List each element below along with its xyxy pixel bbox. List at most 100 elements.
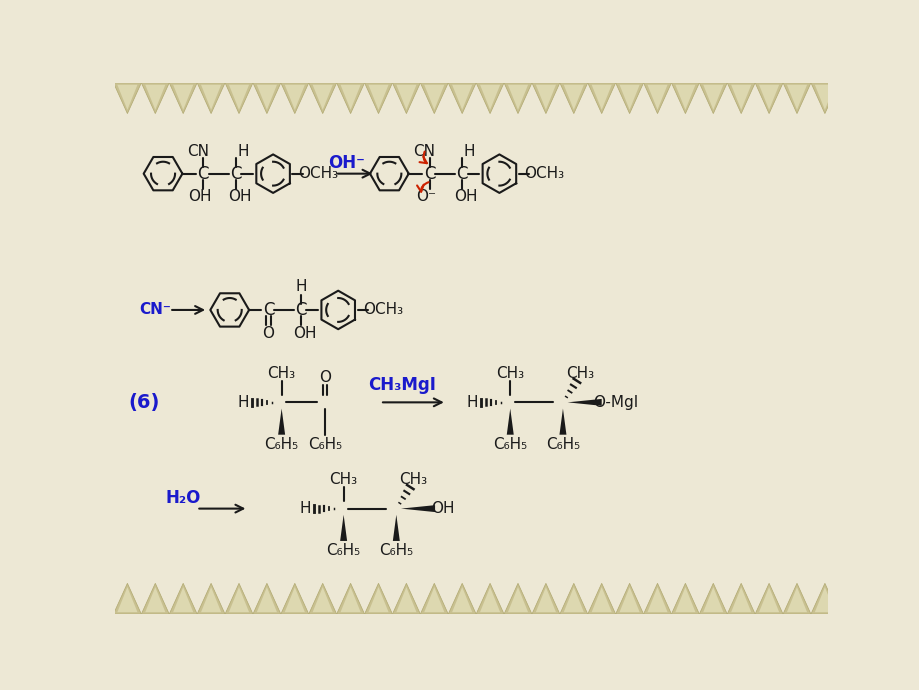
Polygon shape — [591, 85, 611, 110]
Polygon shape — [142, 83, 169, 114]
Polygon shape — [675, 587, 695, 612]
Polygon shape — [531, 583, 560, 614]
Polygon shape — [476, 583, 504, 614]
Polygon shape — [842, 85, 862, 110]
Polygon shape — [451, 587, 471, 612]
Polygon shape — [560, 583, 587, 614]
Polygon shape — [754, 83, 782, 114]
Polygon shape — [392, 515, 400, 541]
Polygon shape — [201, 85, 221, 110]
Polygon shape — [535, 587, 555, 612]
Polygon shape — [591, 587, 611, 612]
Polygon shape — [309, 83, 336, 114]
Text: C₆H₅: C₆H₅ — [326, 544, 360, 558]
Polygon shape — [396, 85, 416, 110]
Polygon shape — [731, 587, 751, 612]
Text: CN: CN — [187, 144, 209, 159]
Polygon shape — [145, 587, 165, 612]
Polygon shape — [506, 408, 513, 435]
Text: OH⁻: OH⁻ — [328, 154, 365, 172]
Polygon shape — [563, 85, 584, 110]
Polygon shape — [197, 83, 225, 114]
Polygon shape — [278, 408, 285, 435]
Polygon shape — [814, 85, 834, 110]
Polygon shape — [420, 583, 448, 614]
Polygon shape — [253, 83, 280, 114]
Polygon shape — [782, 583, 810, 614]
Polygon shape — [504, 583, 531, 614]
Text: O⁻: O⁻ — [415, 189, 436, 204]
Polygon shape — [786, 587, 806, 612]
Polygon shape — [560, 83, 587, 114]
Polygon shape — [480, 85, 500, 110]
Polygon shape — [420, 83, 448, 114]
Polygon shape — [118, 587, 137, 612]
Polygon shape — [284, 85, 304, 110]
Polygon shape — [336, 83, 364, 114]
Polygon shape — [643, 583, 671, 614]
Text: H: H — [300, 501, 311, 516]
Polygon shape — [698, 83, 726, 114]
Polygon shape — [451, 85, 471, 110]
Polygon shape — [842, 587, 862, 612]
Polygon shape — [814, 587, 834, 612]
Text: CH₃: CH₃ — [399, 472, 427, 487]
Polygon shape — [280, 83, 309, 114]
Polygon shape — [309, 583, 336, 614]
Polygon shape — [615, 83, 643, 114]
Polygon shape — [782, 83, 810, 114]
Polygon shape — [280, 583, 309, 614]
Text: OH: OH — [293, 326, 316, 341]
Polygon shape — [173, 587, 193, 612]
Polygon shape — [364, 83, 392, 114]
Polygon shape — [229, 587, 249, 612]
Polygon shape — [559, 408, 566, 435]
Text: CN: CN — [413, 144, 435, 159]
Polygon shape — [392, 83, 420, 114]
Polygon shape — [731, 85, 751, 110]
Polygon shape — [480, 587, 500, 612]
Polygon shape — [671, 583, 698, 614]
Text: C: C — [198, 165, 209, 183]
Polygon shape — [726, 583, 754, 614]
Polygon shape — [340, 85, 360, 110]
Polygon shape — [535, 85, 555, 110]
Polygon shape — [698, 583, 726, 614]
Polygon shape — [507, 85, 528, 110]
Polygon shape — [284, 587, 304, 612]
Text: C: C — [295, 301, 306, 319]
Polygon shape — [507, 587, 528, 612]
Polygon shape — [563, 587, 584, 612]
Polygon shape — [256, 587, 277, 612]
Polygon shape — [142, 583, 169, 614]
Text: OH: OH — [188, 189, 211, 204]
Text: O: O — [262, 326, 274, 341]
Text: H: H — [466, 395, 477, 410]
Text: C₆H₅: C₆H₅ — [545, 437, 579, 452]
Polygon shape — [754, 583, 782, 614]
Polygon shape — [173, 85, 193, 110]
Polygon shape — [587, 83, 615, 114]
Text: OH: OH — [454, 189, 477, 204]
Polygon shape — [476, 83, 504, 114]
Text: OCH₃: OCH₃ — [524, 166, 563, 181]
Polygon shape — [169, 583, 197, 614]
Polygon shape — [838, 83, 866, 114]
Polygon shape — [702, 587, 722, 612]
Polygon shape — [169, 83, 197, 114]
Text: OCH₃: OCH₃ — [298, 166, 338, 181]
Polygon shape — [758, 587, 778, 612]
Text: C₆H₅: C₆H₅ — [379, 544, 413, 558]
Polygon shape — [340, 515, 346, 541]
Text: H: H — [295, 279, 306, 295]
Polygon shape — [392, 583, 420, 614]
Text: H: H — [237, 395, 249, 410]
Polygon shape — [229, 85, 249, 110]
Polygon shape — [312, 85, 333, 110]
Text: H: H — [463, 144, 474, 159]
Polygon shape — [810, 83, 838, 114]
Text: OCH₃: OCH₃ — [363, 302, 403, 317]
Polygon shape — [424, 85, 444, 110]
Text: C₆H₅: C₆H₅ — [308, 437, 342, 452]
Polygon shape — [256, 85, 277, 110]
